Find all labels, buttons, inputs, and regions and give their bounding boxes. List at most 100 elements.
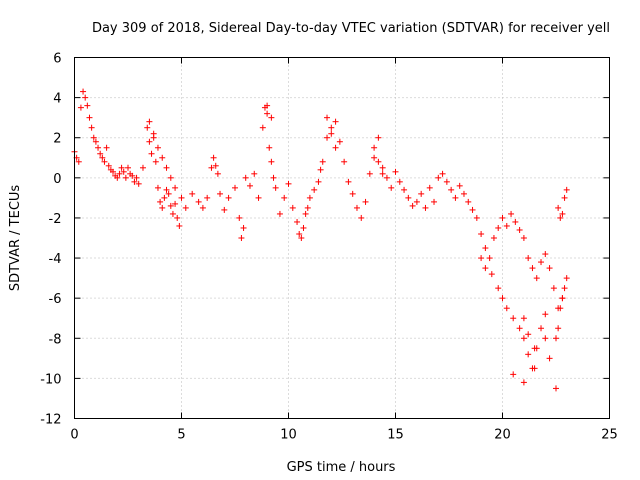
data-point	[336, 138, 343, 145]
data-point	[525, 331, 532, 338]
data-point	[129, 172, 136, 179]
data-point	[324, 134, 331, 141]
data-point	[172, 200, 179, 207]
data-point	[133, 174, 140, 181]
data-point	[135, 180, 142, 187]
data-point	[90, 134, 97, 141]
data-point	[204, 194, 211, 201]
data-point	[212, 162, 219, 169]
data-point	[148, 150, 155, 157]
data-point	[264, 102, 271, 109]
data-point	[77, 104, 84, 111]
data-point	[358, 214, 365, 221]
data-point	[80, 88, 87, 95]
data-point	[473, 214, 480, 221]
x-tick-labels: 0 5 10 15 20 25	[70, 428, 617, 443]
data-point	[195, 198, 202, 205]
data-point	[478, 255, 485, 262]
data-point	[465, 198, 472, 205]
data-point	[225, 194, 232, 201]
data-point	[405, 194, 412, 201]
data-point	[176, 222, 183, 229]
data-point	[189, 190, 196, 197]
data-point	[199, 204, 206, 211]
x-tick-label: 15	[387, 428, 404, 443]
data-point	[95, 144, 102, 151]
data-point	[304, 204, 311, 211]
data-point	[426, 184, 433, 191]
data-point	[75, 158, 82, 165]
data-point	[452, 194, 459, 201]
y-tick-label: -10	[40, 372, 61, 387]
data-point	[499, 214, 506, 221]
data-point	[375, 134, 382, 141]
data-point	[413, 198, 420, 205]
data-point	[182, 204, 189, 211]
data-point	[167, 174, 174, 181]
data-point	[302, 210, 309, 217]
data-point	[264, 110, 271, 117]
data-point	[349, 190, 356, 197]
data-point	[285, 180, 292, 187]
x-axis-title: GPS time / hours	[287, 460, 396, 475]
data-point	[345, 178, 352, 185]
data-point	[520, 335, 527, 342]
data-point	[531, 365, 538, 372]
data-point	[178, 194, 185, 201]
data-point	[409, 202, 416, 209]
data-point	[251, 170, 258, 177]
data-point	[163, 164, 170, 171]
data-point	[298, 235, 305, 241]
data-point	[259, 124, 266, 131]
data-point	[242, 174, 249, 181]
data-point	[495, 285, 502, 292]
data-point	[103, 144, 110, 151]
data-point	[553, 385, 559, 392]
data-point	[542, 335, 549, 342]
x-tick-label: 25	[601, 428, 618, 443]
data-point	[97, 150, 104, 157]
data-point	[154, 184, 161, 191]
data-point	[375, 158, 382, 165]
data-point	[294, 218, 301, 225]
data-point	[84, 102, 91, 109]
data-point	[538, 259, 545, 266]
data-point	[86, 114, 93, 121]
x-tick-label: 10	[280, 428, 297, 443]
data-point	[125, 164, 131, 171]
data-point	[319, 158, 326, 165]
data-point	[460, 190, 467, 197]
data-point	[332, 118, 339, 125]
data-point	[525, 255, 532, 262]
data-point	[114, 174, 121, 181]
data-point	[516, 325, 523, 332]
data-point	[131, 178, 138, 185]
data-point	[525, 351, 532, 358]
data-point	[495, 224, 502, 231]
ticks	[74, 57, 610, 419]
data-point	[379, 170, 386, 177]
data-point	[328, 130, 335, 137]
data-point	[159, 154, 166, 161]
data-points	[71, 88, 570, 392]
y-tick-label: -6	[49, 292, 62, 307]
data-point	[561, 194, 568, 201]
data-point	[214, 170, 221, 177]
data-point	[379, 164, 386, 171]
data-point	[362, 198, 369, 205]
data-point	[520, 235, 527, 241]
chart-title: Day 309 of 2018, Sidereal Day-to-day VTE…	[92, 21, 610, 36]
data-point	[516, 226, 523, 233]
data-point	[366, 170, 373, 177]
data-point	[510, 371, 517, 378]
data-point	[499, 295, 506, 302]
data-point	[531, 345, 538, 352]
data-point	[281, 194, 288, 201]
data-point	[221, 206, 228, 213]
data-point	[482, 245, 489, 252]
data-point	[306, 194, 313, 201]
data-point	[542, 311, 549, 318]
data-point	[353, 204, 360, 211]
data-point	[559, 295, 566, 302]
